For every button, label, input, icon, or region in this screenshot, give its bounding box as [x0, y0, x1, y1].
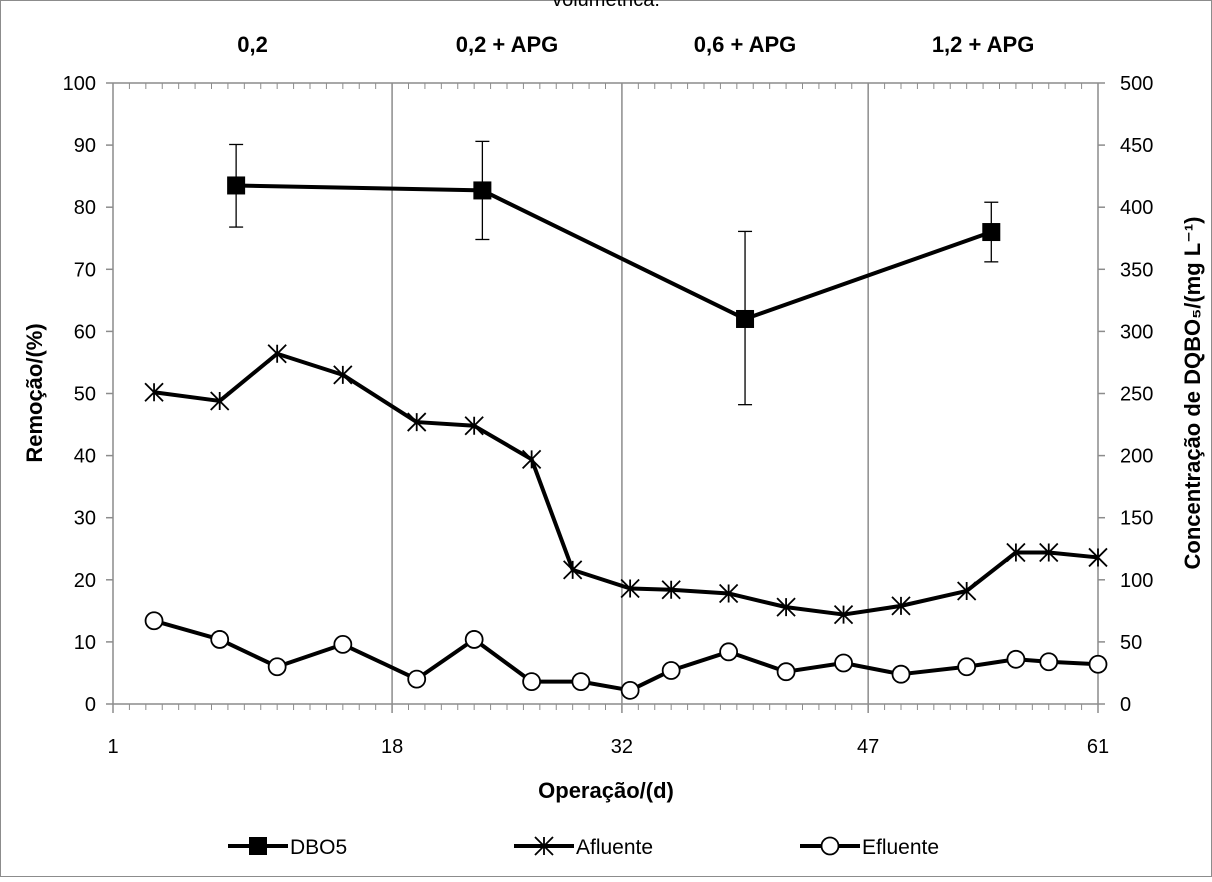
- data-point-efluente: [407, 669, 427, 689]
- y-left-tick-label: 60: [74, 321, 96, 343]
- legend-label-efluente: Efluente: [862, 836, 939, 859]
- y-left-tick-label: 80: [74, 197, 96, 219]
- x-tick-label: 61: [1087, 736, 1109, 758]
- data-point-afluente: [1006, 542, 1026, 563]
- y-right-tick-label: 400: [1120, 197, 1153, 219]
- legend: DBO5 Afluente Efluente: [228, 836, 939, 859]
- y-right-tick-label: 0: [1120, 694, 1131, 716]
- data-point-dbo5: [982, 223, 1001, 242]
- legend-label-dbo5: DBO5: [290, 836, 347, 859]
- data-point-efluente: [464, 630, 484, 649]
- y-right-tick-label: 100: [1120, 570, 1153, 592]
- y-right-tick-label: 500: [1120, 73, 1153, 95]
- y-left-tick-label: 100: [63, 73, 96, 95]
- data-point-efluente: [891, 664, 911, 684]
- phase-label: 0,6 + APG: [694, 32, 797, 57]
- data-point-afluente: [661, 580, 681, 600]
- data-point-afluente: [833, 604, 854, 625]
- data-point-afluente: [718, 583, 739, 604]
- data-point-afluente: [144, 382, 164, 402]
- x-tick-label: 1: [107, 736, 118, 758]
- data-point-afluente: [464, 416, 484, 436]
- legend-marker-dbo5: [249, 837, 267, 855]
- data-point-efluente: [1039, 652, 1059, 672]
- y-right-tick-label: 150: [1120, 508, 1153, 530]
- axes: 1 18 32 47 61 0 10 20 30 40 50 60 70 80 90 100 0 50 100 150…: [63, 73, 1154, 758]
- y-right-tick-label: 200: [1120, 446, 1153, 468]
- y-right-tick-label: 250: [1120, 384, 1153, 406]
- y-left-axis-title: Remoção/(%): [22, 323, 47, 462]
- data-point-afluente: [1088, 547, 1108, 568]
- data-point-efluente: [834, 653, 853, 673]
- legend-label-afluente: Afluente: [576, 836, 653, 859]
- series-line-dbo5: [236, 183, 992, 321]
- data-point-afluente: [620, 578, 640, 599]
- data-point-efluente: [661, 661, 681, 680]
- x-tick-label: 18: [381, 736, 403, 758]
- data-point-afluente: [407, 412, 427, 432]
- phase-dividers: [391, 83, 869, 704]
- data-point-efluente: [144, 611, 164, 631]
- data-point-dbo5: [473, 181, 492, 200]
- data-point-efluente: [571, 672, 591, 692]
- y-right-tick-label: 300: [1120, 321, 1153, 343]
- data-point-afluente: [563, 560, 583, 580]
- series-efluente: [144, 611, 1108, 700]
- series-dbo5: [227, 140, 1001, 406]
- y-left-tick-label: 30: [74, 508, 96, 530]
- data-point-efluente: [267, 657, 287, 677]
- y-left-tick-label: 50: [74, 384, 96, 406]
- y-right-axis-title: Concentração de DQBO₅/(mg L⁻¹): [1180, 217, 1205, 570]
- data-point-efluente: [719, 642, 739, 662]
- data-point-efluente: [1006, 649, 1026, 669]
- y-left-tick-label: 40: [74, 446, 96, 468]
- data-point-efluente: [620, 680, 640, 700]
- data-point-afluente: [1039, 542, 1059, 563]
- data-point-efluente: [333, 634, 353, 654]
- phase-label: 0,2: [237, 32, 268, 57]
- data-point-efluente: [210, 630, 230, 649]
- y-right-tick-label: 350: [1120, 259, 1153, 281]
- y-left-tick-label: 0: [85, 694, 96, 716]
- data-point-efluente: [957, 657, 977, 677]
- y-left-tick-label: 70: [74, 259, 96, 281]
- series-layer: [144, 140, 1108, 700]
- data-point-afluente: [521, 449, 542, 469]
- data-point-dbo5: [227, 176, 246, 195]
- data-point-efluente: [522, 672, 542, 692]
- data-point-dbo5: [736, 309, 755, 328]
- series-afluente: [144, 344, 1108, 625]
- data-point-afluente: [333, 365, 353, 385]
- data-point-afluente: [776, 597, 796, 617]
- phase-labels: 0,2 0,2 + APG 0,6 + APG 1,2 + APG: [237, 32, 1034, 57]
- x-axis-title: Operação/(d): [538, 778, 674, 803]
- x-tick-label: 32: [611, 736, 633, 758]
- phase-label: 0,2 + APG: [456, 32, 559, 57]
- data-point-afluente: [957, 581, 977, 601]
- y-left-tick-label: 20: [74, 570, 96, 592]
- legend-marker-efluente: [820, 836, 840, 856]
- data-point-afluente: [891, 596, 911, 616]
- data-point-afluente: [210, 391, 230, 411]
- data-point-efluente: [776, 662, 796, 682]
- y-right-tick-label: 50: [1120, 632, 1142, 654]
- x-tick-label: 47: [857, 736, 879, 758]
- y-left-tick-label: 10: [74, 632, 96, 654]
- data-point-afluente: [267, 344, 287, 364]
- series-line-afluente: [153, 351, 1099, 617]
- data-point-efluente: [1088, 654, 1108, 674]
- y-right-tick-label: 450: [1120, 135, 1153, 157]
- legend-marker-afluente: [534, 836, 554, 856]
- chart-top-caption: volumétrica:: [552, 0, 660, 11]
- phase-label: 1,2 + APG: [932, 32, 1035, 57]
- y-left-tick-label: 90: [74, 135, 96, 157]
